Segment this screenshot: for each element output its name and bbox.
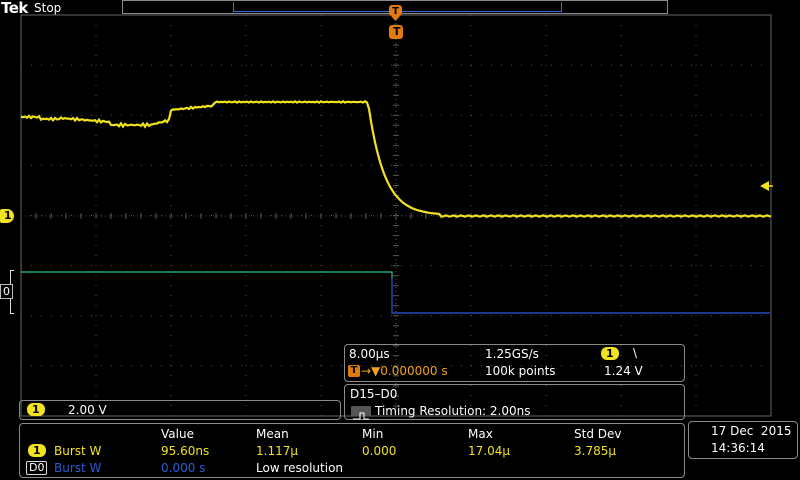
trigger-marker xyxy=(389,25,403,39)
trigger-delay: →▼0.000000 s xyxy=(361,364,448,378)
timebase-readout[interactable]: 8.00µs 1.25GS/s 1 \ T →▼0.000000 s 100k … xyxy=(344,344,685,382)
row1-min: 0.000 xyxy=(362,444,397,458)
ch1-analog-trace xyxy=(20,100,772,218)
trigger-level: 1.24 V xyxy=(604,364,643,378)
header-value: Value xyxy=(161,427,194,441)
digital-readout[interactable]: D15–D0 Timing Resolution: 2.00ns xyxy=(344,384,685,420)
d0-marker[interactable]: 0 xyxy=(0,270,17,314)
header-min: Min xyxy=(362,427,384,441)
record-length: 100k points xyxy=(485,364,556,378)
row1-source-badge: 1 xyxy=(28,444,46,457)
trigger-level-arrow xyxy=(760,181,769,191)
row2-name: Burst W xyxy=(54,461,102,475)
ch1-badge: 1 xyxy=(27,403,45,416)
row1-max: 17.04µ xyxy=(468,444,510,458)
ch1-ground-marker[interactable]: 1 xyxy=(0,209,14,223)
row1-mean: 1.117µ xyxy=(256,444,298,458)
acquisition-status: Stop xyxy=(34,1,62,15)
d0-digital-trace xyxy=(21,271,770,314)
time: 14:36:14 xyxy=(711,441,765,455)
row1-name: Burst W xyxy=(54,444,102,458)
sample-rate: 1.25GS/s xyxy=(485,347,539,361)
trigger-marker-label: T xyxy=(393,25,401,38)
timing-resolution: Timing Resolution: 2.00ns xyxy=(375,404,531,418)
horizontal-scale: 8.00µs xyxy=(349,347,390,361)
tek-logo: Tek xyxy=(1,0,28,17)
row2-note: Low resolution xyxy=(256,461,344,475)
trigger-source-badge: 1 xyxy=(601,347,619,360)
date: 17 Dec 2015 xyxy=(711,424,792,438)
row2-value: 0.000 s xyxy=(161,461,206,475)
digital-timing-icon xyxy=(351,406,371,420)
row1-value: 95.60ns xyxy=(161,444,210,458)
datetime-readout: 17 Dec 2015 14:36:14 xyxy=(688,421,798,459)
svg-text:T: T xyxy=(392,6,399,17)
ch1-scale-readout[interactable]: 1 2.00 V xyxy=(19,400,341,420)
falling-edge-icon: \ xyxy=(633,346,638,360)
trigger-delay-icon: T xyxy=(348,365,360,377)
header-max: Max xyxy=(468,427,493,441)
trigger-position-icon: T xyxy=(389,5,402,21)
digital-group-title: D15–D0 xyxy=(350,387,398,401)
ch1-volts-per-div: 2.00 V xyxy=(68,403,107,417)
ch1-ground-label: 1 xyxy=(4,209,12,222)
row2-source-badge: D0 xyxy=(26,461,48,475)
header-std-dev: Std Dev xyxy=(574,427,622,441)
header-mean: Mean xyxy=(256,427,289,441)
measurements-panel[interactable]: Value Mean Min Max Std Dev 1 Burst W 95.… xyxy=(19,423,685,478)
row1-std-dev: 3.785µ xyxy=(574,444,616,458)
d0-marker-label: 0 xyxy=(3,285,10,298)
